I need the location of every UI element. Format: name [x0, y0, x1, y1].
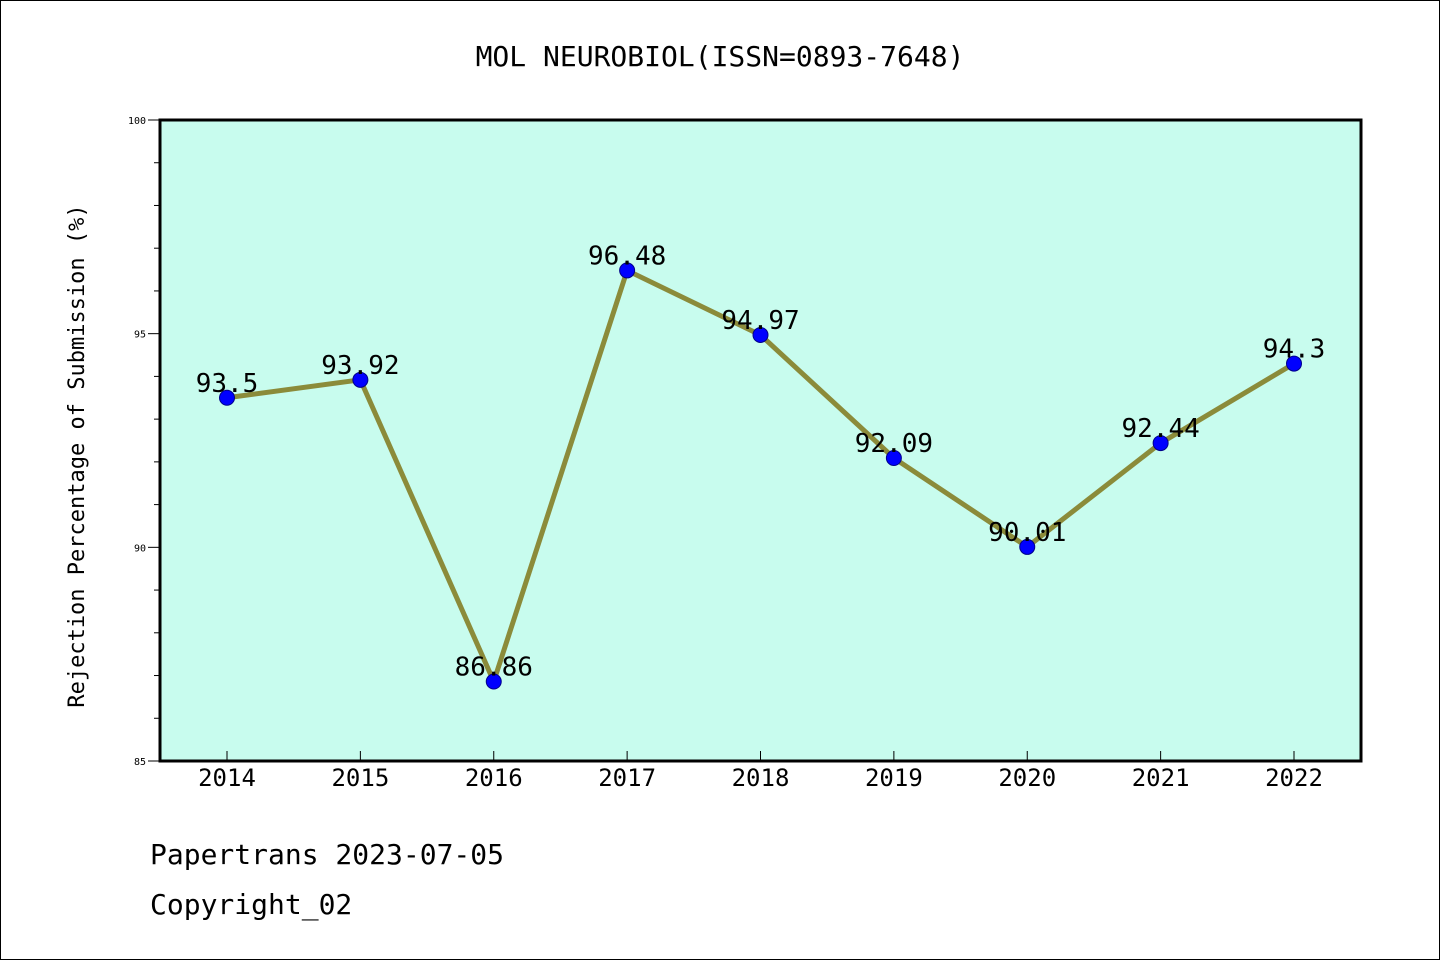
- data-label: 93.92: [321, 351, 399, 381]
- y-axis: 85 90 95 100: [128, 116, 160, 768]
- x-tick-label: 2017: [598, 764, 656, 792]
- footer-copyright: Copyright_02: [150, 888, 352, 922]
- x-tick-label: 2021: [1132, 764, 1190, 792]
- data-point: [485, 673, 502, 690]
- y-tick-label: 100: [128, 116, 146, 127]
- y-tick-label: 95: [134, 330, 146, 341]
- data-label: 92.44: [1121, 414, 1199, 444]
- data-point: [1019, 538, 1036, 555]
- x-tick-label: 2020: [998, 764, 1056, 792]
- data-point: [352, 371, 369, 388]
- x-tick-label: 2018: [732, 764, 790, 792]
- x-tick-label: 2019: [865, 764, 923, 792]
- x-axis: 2014 2015 2016 2017 2018 2019 2020 2021 2022: [198, 751, 1323, 792]
- y-axis-label: Rejection Percentage of Submission (%): [65, 204, 90, 707]
- data-label: 94.97: [721, 306, 799, 336]
- x-tick-label: 2014: [198, 764, 256, 792]
- x-tick-label: 2015: [331, 764, 389, 792]
- data-markers: [219, 262, 1302, 690]
- y-tick-label: 90: [134, 543, 146, 554]
- data-point: [619, 262, 636, 279]
- data-label: 92.09: [855, 429, 933, 459]
- x-tick-label: 2022: [1265, 764, 1323, 792]
- data-label: 90.01: [988, 518, 1066, 548]
- data-point: [885, 450, 902, 467]
- data-label: 94.3: [1263, 335, 1326, 365]
- data-point: [752, 326, 769, 343]
- data-point: [219, 389, 235, 406]
- chart-title: MOL NEUROBIOL(ISSN=0893-7648): [476, 40, 965, 73]
- data-label: 86.86: [455, 653, 533, 683]
- y-tick-label: 85: [134, 757, 146, 768]
- footer-source: Papertrans 2023-07-05: [150, 838, 504, 871]
- data-point: [1286, 355, 1302, 372]
- data-label: 96.48: [588, 241, 666, 271]
- data-labels: 93.5 93.92 86.86 96.48 94.97 92.09 90.01 92.44 9…: [196, 241, 1326, 682]
- data-point: [1152, 435, 1169, 452]
- data-label: 93.5: [196, 369, 259, 399]
- x-tick-label: 2016: [465, 764, 523, 792]
